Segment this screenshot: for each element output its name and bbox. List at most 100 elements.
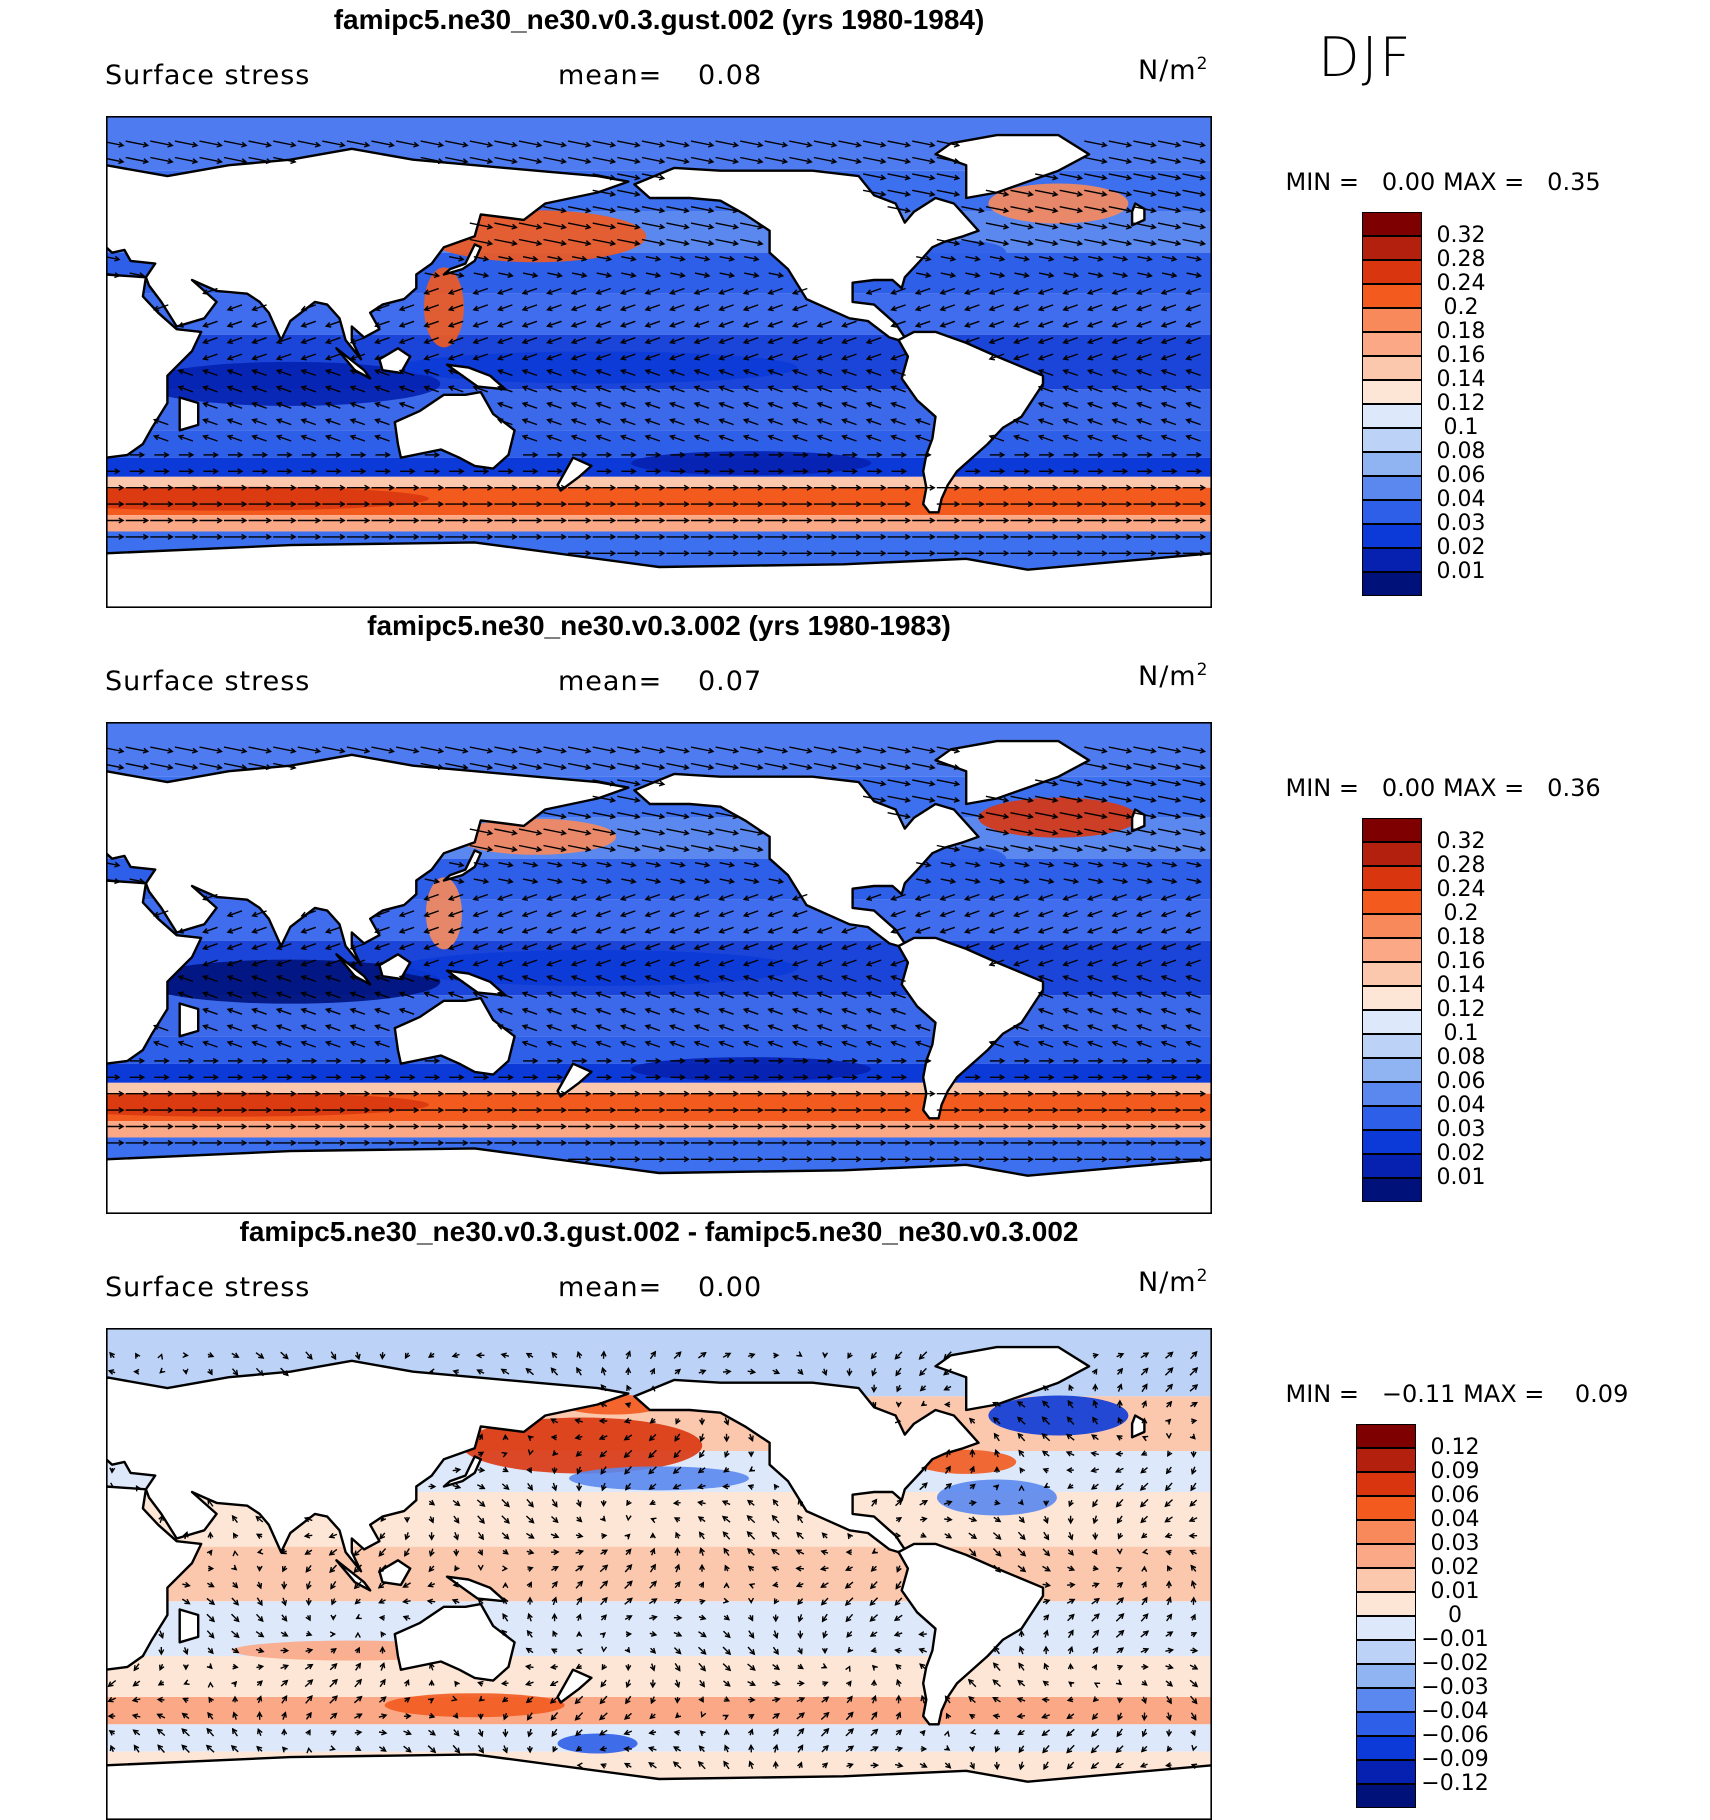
colorbar-swatch	[1362, 866, 1422, 890]
colorbar-swatch	[1362, 986, 1422, 1010]
max-label: MAX =	[1443, 168, 1524, 196]
mean-value: 0.08	[698, 60, 762, 91]
panel-control: famipc5.ne30_ne30.v0.3.002 (yrs 1980-198…	[0, 610, 1710, 1210]
field-feature	[385, 1693, 565, 1717]
colorbar-swatch	[1362, 260, 1422, 284]
variable-name: Surface stress	[105, 1272, 310, 1303]
colorbar-label: 0.28	[1426, 247, 1496, 272]
colorbar-label: 0.16	[1426, 949, 1496, 974]
colorbar-label: 0.32	[1426, 223, 1496, 248]
colorbar-label: 0.24	[1426, 877, 1496, 902]
colorbar-label: 0.12	[1426, 391, 1496, 416]
min-label: MIN =	[1286, 168, 1359, 196]
colorbar-label: 0.18	[1426, 925, 1496, 950]
colorbar-swatch	[1362, 1058, 1422, 1082]
colorbar-label: 0.2	[1426, 295, 1496, 320]
colorbar-swatch	[1362, 452, 1422, 476]
mean-label: mean=	[558, 666, 662, 697]
panel-difference: famipc5.ne30_ne30.v0.3.gust.002 - famipc…	[0, 1216, 1710, 1816]
colorbar-label: 0.06	[1426, 1069, 1496, 1094]
variable-name: Surface stress	[105, 60, 310, 91]
field-feature	[558, 1733, 638, 1753]
colorbar-label: 0.06	[1426, 463, 1496, 488]
map-plot	[106, 722, 1212, 1214]
colorbar-swatch	[1362, 308, 1422, 332]
colorbar-swatch	[1362, 1154, 1422, 1178]
colorbar-label: 0.08	[1426, 1045, 1496, 1070]
colorbar-swatch	[1362, 1034, 1422, 1058]
colorbar-swatch	[1362, 332, 1422, 356]
field-band	[106, 1121, 1212, 1137]
max-value: 0.36	[1547, 774, 1600, 802]
colorbar-swatch	[1362, 1082, 1422, 1106]
colorbar-label: 0.24	[1426, 271, 1496, 296]
max-value: 0.35	[1547, 168, 1600, 196]
colorbar-label: 0.02	[1426, 1141, 1496, 1166]
colorbar-label: 0.03	[1426, 1117, 1496, 1142]
colorbar-swatch	[1362, 356, 1422, 380]
colorbar-swatch	[1362, 818, 1422, 842]
field-feature	[569, 1466, 749, 1490]
colorbar-label: 0.1	[1426, 415, 1496, 440]
colorbar-swatch	[1362, 500, 1422, 524]
mean-value: 0.07	[698, 666, 762, 697]
land-madagascar	[180, 1610, 199, 1643]
units-text: N/m	[1138, 661, 1197, 692]
colorbar-label: 0.02	[1426, 535, 1496, 560]
colorbar-label: 0.03	[1426, 511, 1496, 536]
colorbar-label: 0.2	[1426, 901, 1496, 926]
colorbar-swatch	[1362, 938, 1422, 962]
colorbar-swatch	[1362, 914, 1422, 938]
panel-title: famipc5.ne30_ne30.v0.3.gust.002 (yrs 198…	[105, 4, 1213, 36]
colorbar-label: 0.14	[1426, 367, 1496, 392]
colorbar-label: 0.18	[1426, 319, 1496, 344]
colorbar-swatch	[1362, 1010, 1422, 1034]
colorbar-swatch	[1362, 212, 1422, 236]
colorbar-label: 0.16	[1426, 343, 1496, 368]
colorbar-label: 0.01	[1426, 1165, 1496, 1190]
colorbar-swatch	[1362, 404, 1422, 428]
field-band	[106, 1083, 1212, 1094]
field-feature	[988, 1395, 1128, 1435]
map-plot	[106, 116, 1212, 608]
variable-name: Surface stress	[105, 666, 310, 697]
panel-title: famipc5.ne30_ne30.v0.3.002 (yrs 1980-198…	[105, 610, 1213, 642]
field-band	[106, 1656, 1212, 1697]
field-feature	[398, 950, 798, 986]
land-madagascar	[180, 1004, 199, 1037]
field-band	[106, 1724, 1212, 1751]
colorbar-label: 0.28	[1426, 853, 1496, 878]
min-value: 0.00	[1382, 774, 1435, 802]
mean-value: 0.00	[698, 1272, 762, 1303]
colorbar-swatch	[1362, 236, 1422, 260]
max-label: MAX =	[1443, 774, 1524, 802]
colorbar-swatch	[1362, 1178, 1422, 1202]
units-label: N/m2	[1138, 660, 1208, 692]
map-plot	[106, 1328, 1212, 1820]
units-exponent: 2	[1197, 1266, 1209, 1286]
colorbar-swatch	[1362, 380, 1422, 404]
mean-label: mean=	[558, 60, 662, 91]
field-band	[106, 430, 1212, 457]
field-band	[106, 1036, 1212, 1063]
field-band	[106, 515, 1212, 531]
colorbar-swatch	[1362, 524, 1422, 548]
mean-label: mean=	[558, 1272, 662, 1303]
max-value: 0.09	[1575, 1380, 1628, 1408]
colorbar-swatch	[1362, 548, 1422, 572]
colorbar-label: 0.12	[1426, 997, 1496, 1022]
min-label: MIN =	[1286, 774, 1359, 802]
units-label: N/m2	[1138, 54, 1208, 86]
min-value: 0.00	[1382, 168, 1435, 196]
units-text: N/m	[1138, 1267, 1197, 1298]
colorbar-swatch	[1362, 1106, 1422, 1130]
colorbar-label: 0.14	[1426, 973, 1496, 998]
field-feature	[978, 798, 1138, 838]
units-text: N/m	[1138, 55, 1197, 86]
colorbar-label: 0.1	[1426, 1021, 1496, 1046]
min-label: MIN =	[1286, 1380, 1359, 1408]
max-label: MAX =	[1463, 1380, 1544, 1408]
land-madagascar	[180, 398, 199, 431]
